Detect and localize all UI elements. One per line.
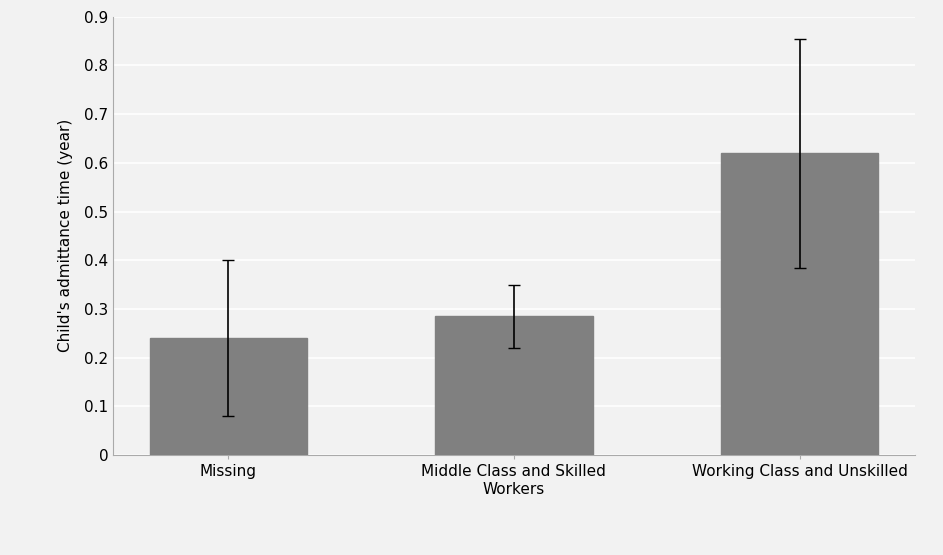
Bar: [436, 316, 592, 455]
Y-axis label: Child's admittance time (year): Child's admittance time (year): [58, 119, 73, 352]
Bar: [721, 153, 878, 455]
Bar: [150, 338, 306, 455]
